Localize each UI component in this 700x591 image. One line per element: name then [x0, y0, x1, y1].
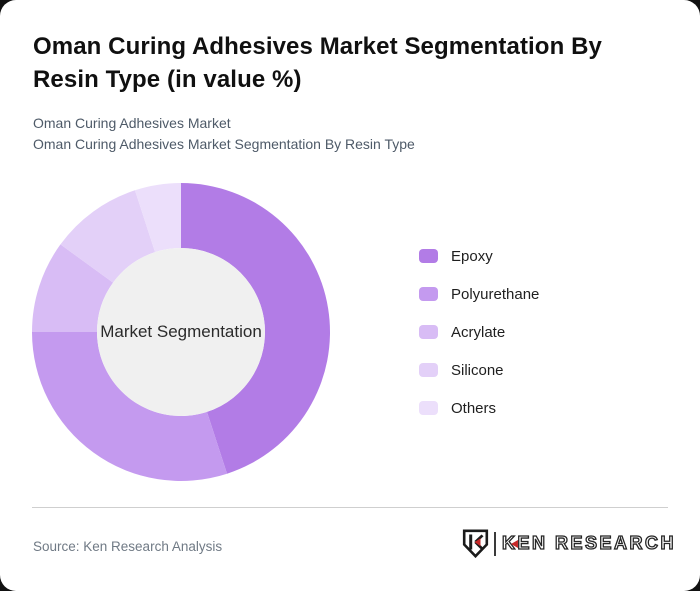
legend-item-polyurethane[interactable]: Polyurethane	[419, 285, 539, 303]
ken-research-shield-icon	[462, 529, 489, 558]
legend-label: Silicone	[451, 361, 504, 379]
donut-slice-acrylate[interactable]	[32, 244, 114, 332]
subtitle-line-2: Oman Curing Adhesives Market Segmentatio…	[33, 136, 415, 152]
legend-swatch-acrylate	[419, 325, 438, 339]
donut-slice-polyurethane[interactable]	[32, 332, 228, 482]
brand-k-red-triangle-icon	[510, 540, 518, 548]
legend-swatch-polyurethane	[419, 287, 438, 301]
legend-label: Polyurethane	[451, 285, 540, 303]
source-text: Source: Ken Research Analysis	[33, 539, 223, 554]
legend-label: Others	[451, 399, 497, 417]
brand-wordmark: KEN RESEARCH	[501, 532, 676, 553]
donut-slice-epoxy[interactable]	[181, 183, 330, 474]
legend-label: Acrylate	[451, 323, 506, 341]
donut-chart: Market Segmentation	[21, 172, 341, 492]
page-title: Oman Curing Adhesives Market Segmentatio…	[33, 33, 602, 93]
legend-swatch-silicone	[419, 363, 438, 377]
donut-slice-others[interactable]	[134, 183, 181, 253]
subtitle-line-1: Oman Curing Adhesives Market	[33, 115, 231, 131]
brand-logo: KEN RESEARCH	[462, 529, 676, 558]
chart-legend: Epoxy Polyurethane Acrylate Silicone Oth…	[419, 247, 539, 437]
donut-chart-svg	[32, 183, 330, 482]
legend-item-acrylate[interactable]: Acrylate	[419, 323, 539, 341]
legend-item-silicone[interactable]: Silicone	[419, 361, 539, 379]
legend-swatch-others	[419, 401, 438, 415]
donut-slice-silicone[interactable]	[60, 190, 156, 283]
brand-separator	[493, 531, 496, 556]
legend-swatch-epoxy	[419, 249, 438, 263]
legend-label: Epoxy	[451, 247, 493, 265]
footer-divider	[32, 507, 668, 508]
subtitle-block: Oman Curing Adhesives Market Oman Curing…	[33, 113, 415, 155]
legend-item-epoxy[interactable]: Epoxy	[419, 247, 539, 265]
legend-item-others[interactable]: Others	[419, 399, 539, 417]
donut-center-circle	[97, 248, 265, 416]
